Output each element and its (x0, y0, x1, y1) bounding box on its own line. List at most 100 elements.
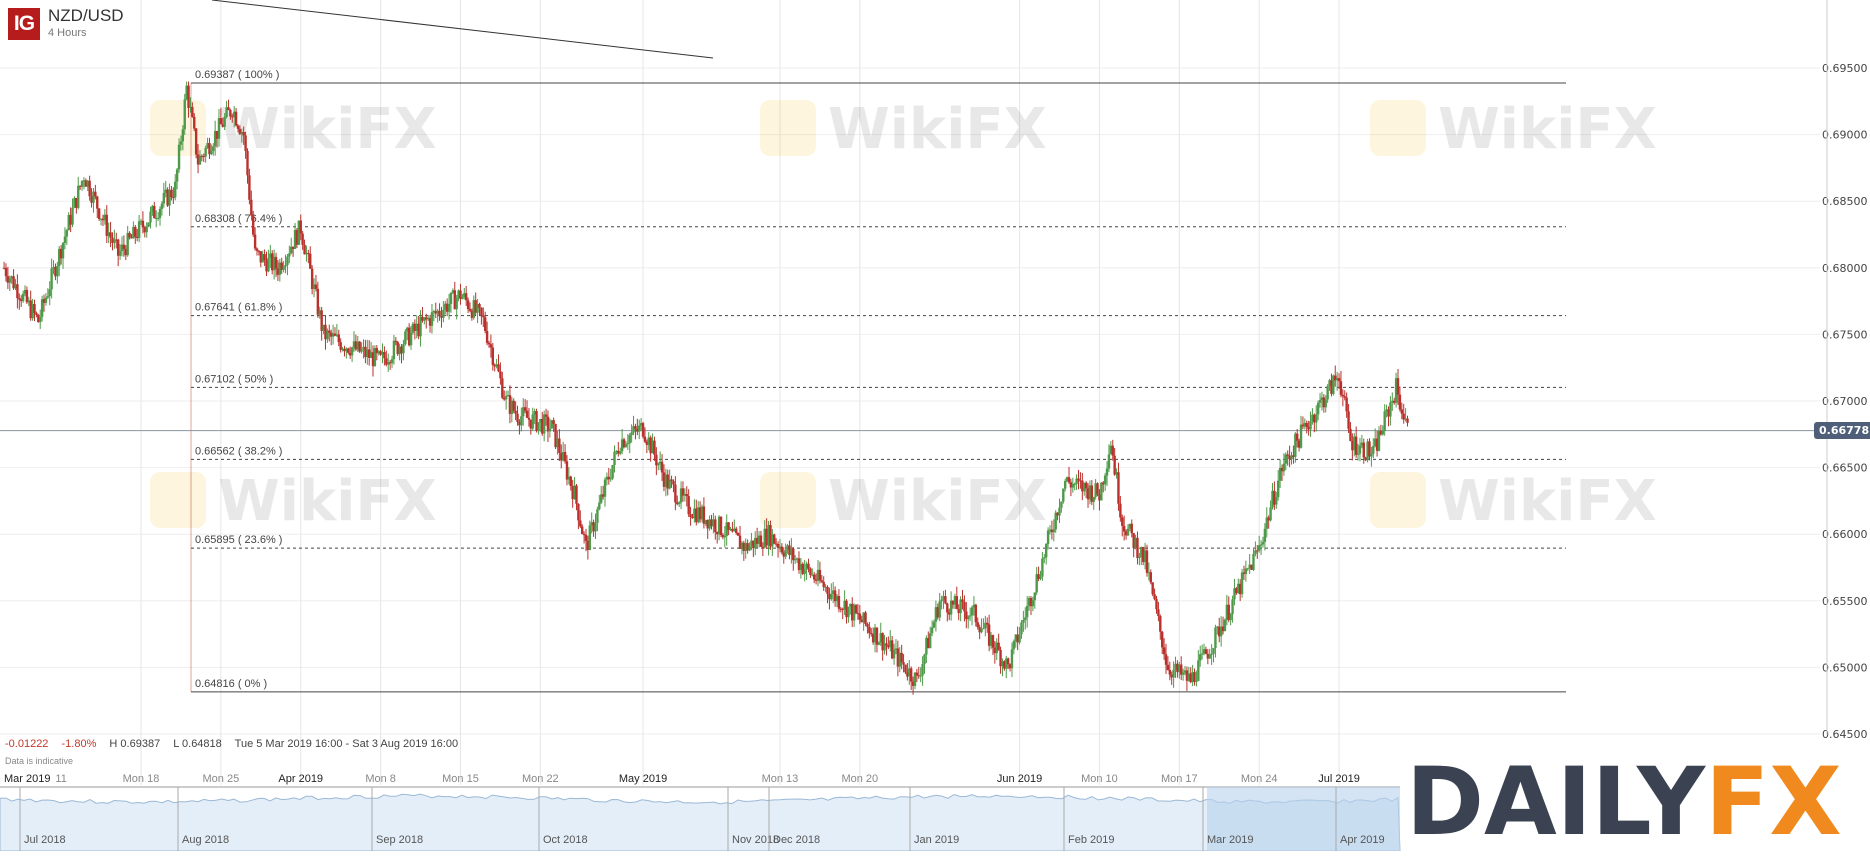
candle-body (1290, 455, 1293, 460)
candle-body (1001, 661, 1004, 667)
candle-body (1181, 672, 1185, 675)
candle-body (369, 352, 373, 358)
candle-body (1372, 445, 1375, 454)
candle-body (1280, 467, 1284, 472)
navigator-label: Feb 2019 (1068, 834, 1114, 846)
candle-body (991, 635, 995, 648)
candle-body (158, 208, 162, 218)
candle-body (445, 303, 449, 312)
candle-body (1286, 454, 1289, 456)
candle-body (337, 334, 340, 343)
candle-body (1073, 483, 1076, 485)
candle-body (672, 481, 675, 485)
candle-body (177, 144, 181, 170)
candle-body (940, 599, 943, 602)
candle-body (485, 330, 489, 343)
candle-body (590, 522, 593, 526)
candle-body (628, 435, 631, 444)
candle-body (666, 474, 669, 489)
candle-body (409, 332, 413, 346)
candle-body (736, 532, 740, 536)
candle-body (328, 330, 331, 333)
candle-body (466, 300, 470, 309)
candle-body (1172, 669, 1175, 678)
candle-body (105, 214, 108, 236)
candle-body (107, 232, 110, 236)
candle-body (295, 229, 299, 245)
candle-body (457, 290, 460, 299)
candle-body (324, 324, 327, 340)
candle-body (149, 211, 152, 223)
candle-body (92, 191, 95, 203)
candle-body (1187, 673, 1191, 681)
candle-body (626, 443, 630, 445)
candle-body (1299, 424, 1303, 448)
candle-body (61, 242, 65, 259)
candle-body (999, 649, 1002, 667)
candle-body (240, 132, 243, 134)
candle-body (16, 284, 19, 299)
candle-body (763, 528, 766, 548)
candle-body (8, 278, 11, 283)
candle-body (560, 453, 563, 461)
candle-body (750, 540, 753, 546)
candle-body (1195, 680, 1198, 682)
candle-body (639, 423, 643, 426)
candle-body (577, 503, 580, 521)
candle-body (436, 310, 439, 314)
candle-body (636, 428, 639, 432)
candle-body (759, 535, 763, 547)
candle-body (1377, 431, 1381, 451)
candle-body (932, 621, 936, 628)
candle-body (421, 316, 424, 321)
candle-body (487, 342, 491, 345)
candle-body (385, 358, 388, 365)
candle-body (1157, 609, 1160, 617)
candle-body (499, 371, 502, 379)
candle-body (137, 221, 141, 238)
candle-body (729, 528, 732, 531)
candle-body (14, 284, 17, 289)
candle-body (208, 143, 211, 155)
candle-body (44, 297, 48, 303)
candle-body (1337, 378, 1341, 382)
candle-body (1358, 445, 1362, 454)
candle-body (921, 664, 924, 676)
watermark-logo-icon (1370, 472, 1426, 528)
candle-body (212, 146, 215, 152)
candle-body (96, 196, 99, 209)
candle-body (580, 526, 584, 535)
fib-level-label: 0.64816 ( 0% ) (195, 678, 267, 690)
candle-body (354, 341, 358, 350)
candle-body (790, 548, 793, 556)
candle-body (65, 230, 69, 237)
candle-body (1147, 572, 1151, 574)
candle-body (689, 514, 692, 517)
candle-body (204, 147, 207, 157)
candle-body (1349, 428, 1352, 441)
candle-body (641, 423, 645, 437)
candle-body (1252, 553, 1255, 570)
candle-body (480, 307, 483, 316)
candle-body (10, 276, 13, 279)
candle-body (280, 262, 283, 270)
candle-body (1176, 663, 1179, 673)
candle-body (1347, 411, 1350, 429)
candle-body (620, 439, 624, 452)
candle-body (202, 156, 205, 158)
candle-body (761, 546, 765, 548)
candle-body (793, 559, 797, 561)
candle-body (164, 189, 167, 193)
candle-body (1060, 501, 1063, 508)
candle-body (219, 118, 223, 125)
candle-body (1081, 480, 1084, 492)
candle-body (449, 292, 453, 304)
candle-body (843, 600, 846, 610)
candle-body (2, 267, 6, 269)
candle-body (972, 604, 976, 608)
candle-body (868, 626, 871, 634)
candle-body (1199, 654, 1202, 661)
candle-body (307, 253, 310, 255)
watermark-text: WikiFX (1438, 97, 1657, 162)
